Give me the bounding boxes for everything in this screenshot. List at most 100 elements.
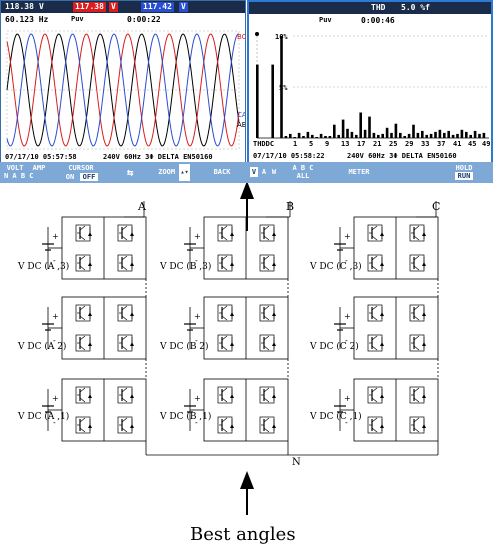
plus-terminal-label: + [344,232,351,241]
caption: Best angles [190,524,296,545]
supply-status: 240V 60Hz 3Φ DELTA EN50160 [103,153,213,161]
igbt-switch [117,334,134,352]
plus-terminal-label: + [194,312,201,321]
harmonic-bar [297,132,301,138]
v-label: V [251,168,257,176]
igbt-switch [367,304,384,322]
hold-label: HOLD [455,164,473,172]
igbt-switch [217,254,234,272]
harmonic-bar [346,128,349,138]
igbt-switch [117,254,134,272]
harmonics-pf-label: Puv [319,16,332,24]
amp-label: AMP [32,164,46,172]
igbt-switch [75,386,92,404]
plus-terminal-label: + [52,394,59,403]
igbt-switch [117,304,134,322]
reading-unit-3: V [179,2,188,12]
harmonic-bar [465,131,468,138]
phase-c-label: C [432,200,440,213]
harmonic-bar [381,133,384,138]
wave-bc [6,33,240,147]
igbt-switch [409,416,426,434]
harmonic-tick-label: 13 [341,140,350,148]
harmonics-timestamp: 07/17/10 05:58:22 [253,152,325,160]
back-label: BACK [213,168,231,176]
harmonic-bar [280,36,283,138]
harmonic-tick-label: 1 [293,140,298,148]
harmonic-bar [421,130,424,138]
harmonic-bar [469,134,472,138]
harmonic-bar [385,127,389,138]
harmonic-bar [341,119,345,138]
igbt-switch [75,254,92,272]
harmonic-bar [482,132,486,138]
igbt-switch [75,304,92,322]
igbt-switch [409,254,426,272]
volt-softkey[interactable]: VOLT [4,164,26,181]
harmonic-bar [289,133,292,138]
run-label: RUN [454,172,474,180]
harmonic-tick-label: 41 [453,140,462,148]
cursor-on-button[interactable]: ON [62,173,78,181]
harmonic-bar [324,136,327,138]
harmonic-bar [403,136,406,138]
up-arrow-top [240,183,254,231]
cursor-off-label: OFF [82,173,96,181]
harmonic-bar [456,133,459,138]
minus-terminal-label: - [195,256,198,265]
harmonic-tick-label: 33 [421,140,430,148]
harmonic-bar [407,133,411,138]
frequency-readout: 60.123 Hz [5,15,49,24]
move-cursor-icon[interactable]: ⇆ [126,166,134,179]
igbt-switch [259,416,276,434]
elapsed-time: 0:00:22 [127,15,161,24]
reading-unit-1: V [39,2,44,11]
harmonic-tick-label: 37 [437,140,446,148]
cascaded-h-bridge-diagram: + - + - + - + - + - + - + - + - + - A B C N V DC (A ,3) V… [17,183,440,545]
v-button[interactable]: V [250,167,258,177]
minus-terminal-label: - [195,336,198,345]
phase-select-softkey[interactable]: N A B C [4,172,54,180]
harmonic-bar [478,133,481,138]
channel-bc-label: BC [237,33,246,41]
zoom-softkey[interactable]: ZOOM ▴▾ [152,164,196,181]
waveform-panel: 118.38 V 117.38 V 117.42 V 60.123 Hz Puv… [0,0,246,183]
cursor-softkey[interactable]: CURSOR [58,164,104,181]
amp-softkey[interactable]: AMP [28,164,50,181]
harmonic-bar [319,133,323,138]
harmonic-bar [350,131,354,138]
thd-label: THD [371,3,386,12]
harmonic-bar [355,134,358,138]
a-button[interactable]: A [260,167,268,177]
harmonics-status: 240V 60Hz 3Φ DELTA EN50160 [347,152,457,160]
pf-label: Puv [71,15,84,23]
harmonic-tick-row: THDDC 1 5 9 13 17 21 25 29 33 37 41 45 49 [249,140,491,150]
cursor-off-button[interactable]: OFF [80,173,98,181]
softkey-bar: VOLT AMP N A B C CURSOR ON OFF ⇆ ZOOM ▴▾… [0,162,493,183]
harmonics-time: 0:00:46 [361,16,395,25]
harmonic-tick-label: 17 [357,140,366,148]
vdc-c1-label: V DC (C ,1) [309,411,362,422]
back-softkey[interactable]: BACK [200,164,244,181]
igbt-switch [117,386,134,404]
igbt-switch [367,416,384,434]
igbt-switch [75,416,92,434]
meter-softkey[interactable]: METER [336,164,382,181]
reading-v3: 117.42 [141,2,174,12]
igbt-switch [75,334,92,352]
timestamp: 07/17/10 05:57:58 [5,153,77,161]
hold-run-softkey[interactable]: HOLD RUN [446,164,482,181]
w-button[interactable]: W [270,167,278,177]
thd-bar: THD 5.0 %f [249,2,491,14]
igbt-switch [367,224,384,242]
harmonic-tick-label: 49 [482,140,491,148]
channel-ca-label: CA [237,111,246,119]
cursor-label: CURSOR [68,164,94,172]
neutral-label: N [292,457,301,468]
phase-abc-softkey[interactable]: A B C ALL [286,164,320,181]
igbt-switch [409,386,426,404]
wave-ca [6,33,240,147]
harmonic-bar [394,123,398,138]
up-arrow-bottom [240,471,254,515]
igbt-switch [367,386,384,404]
